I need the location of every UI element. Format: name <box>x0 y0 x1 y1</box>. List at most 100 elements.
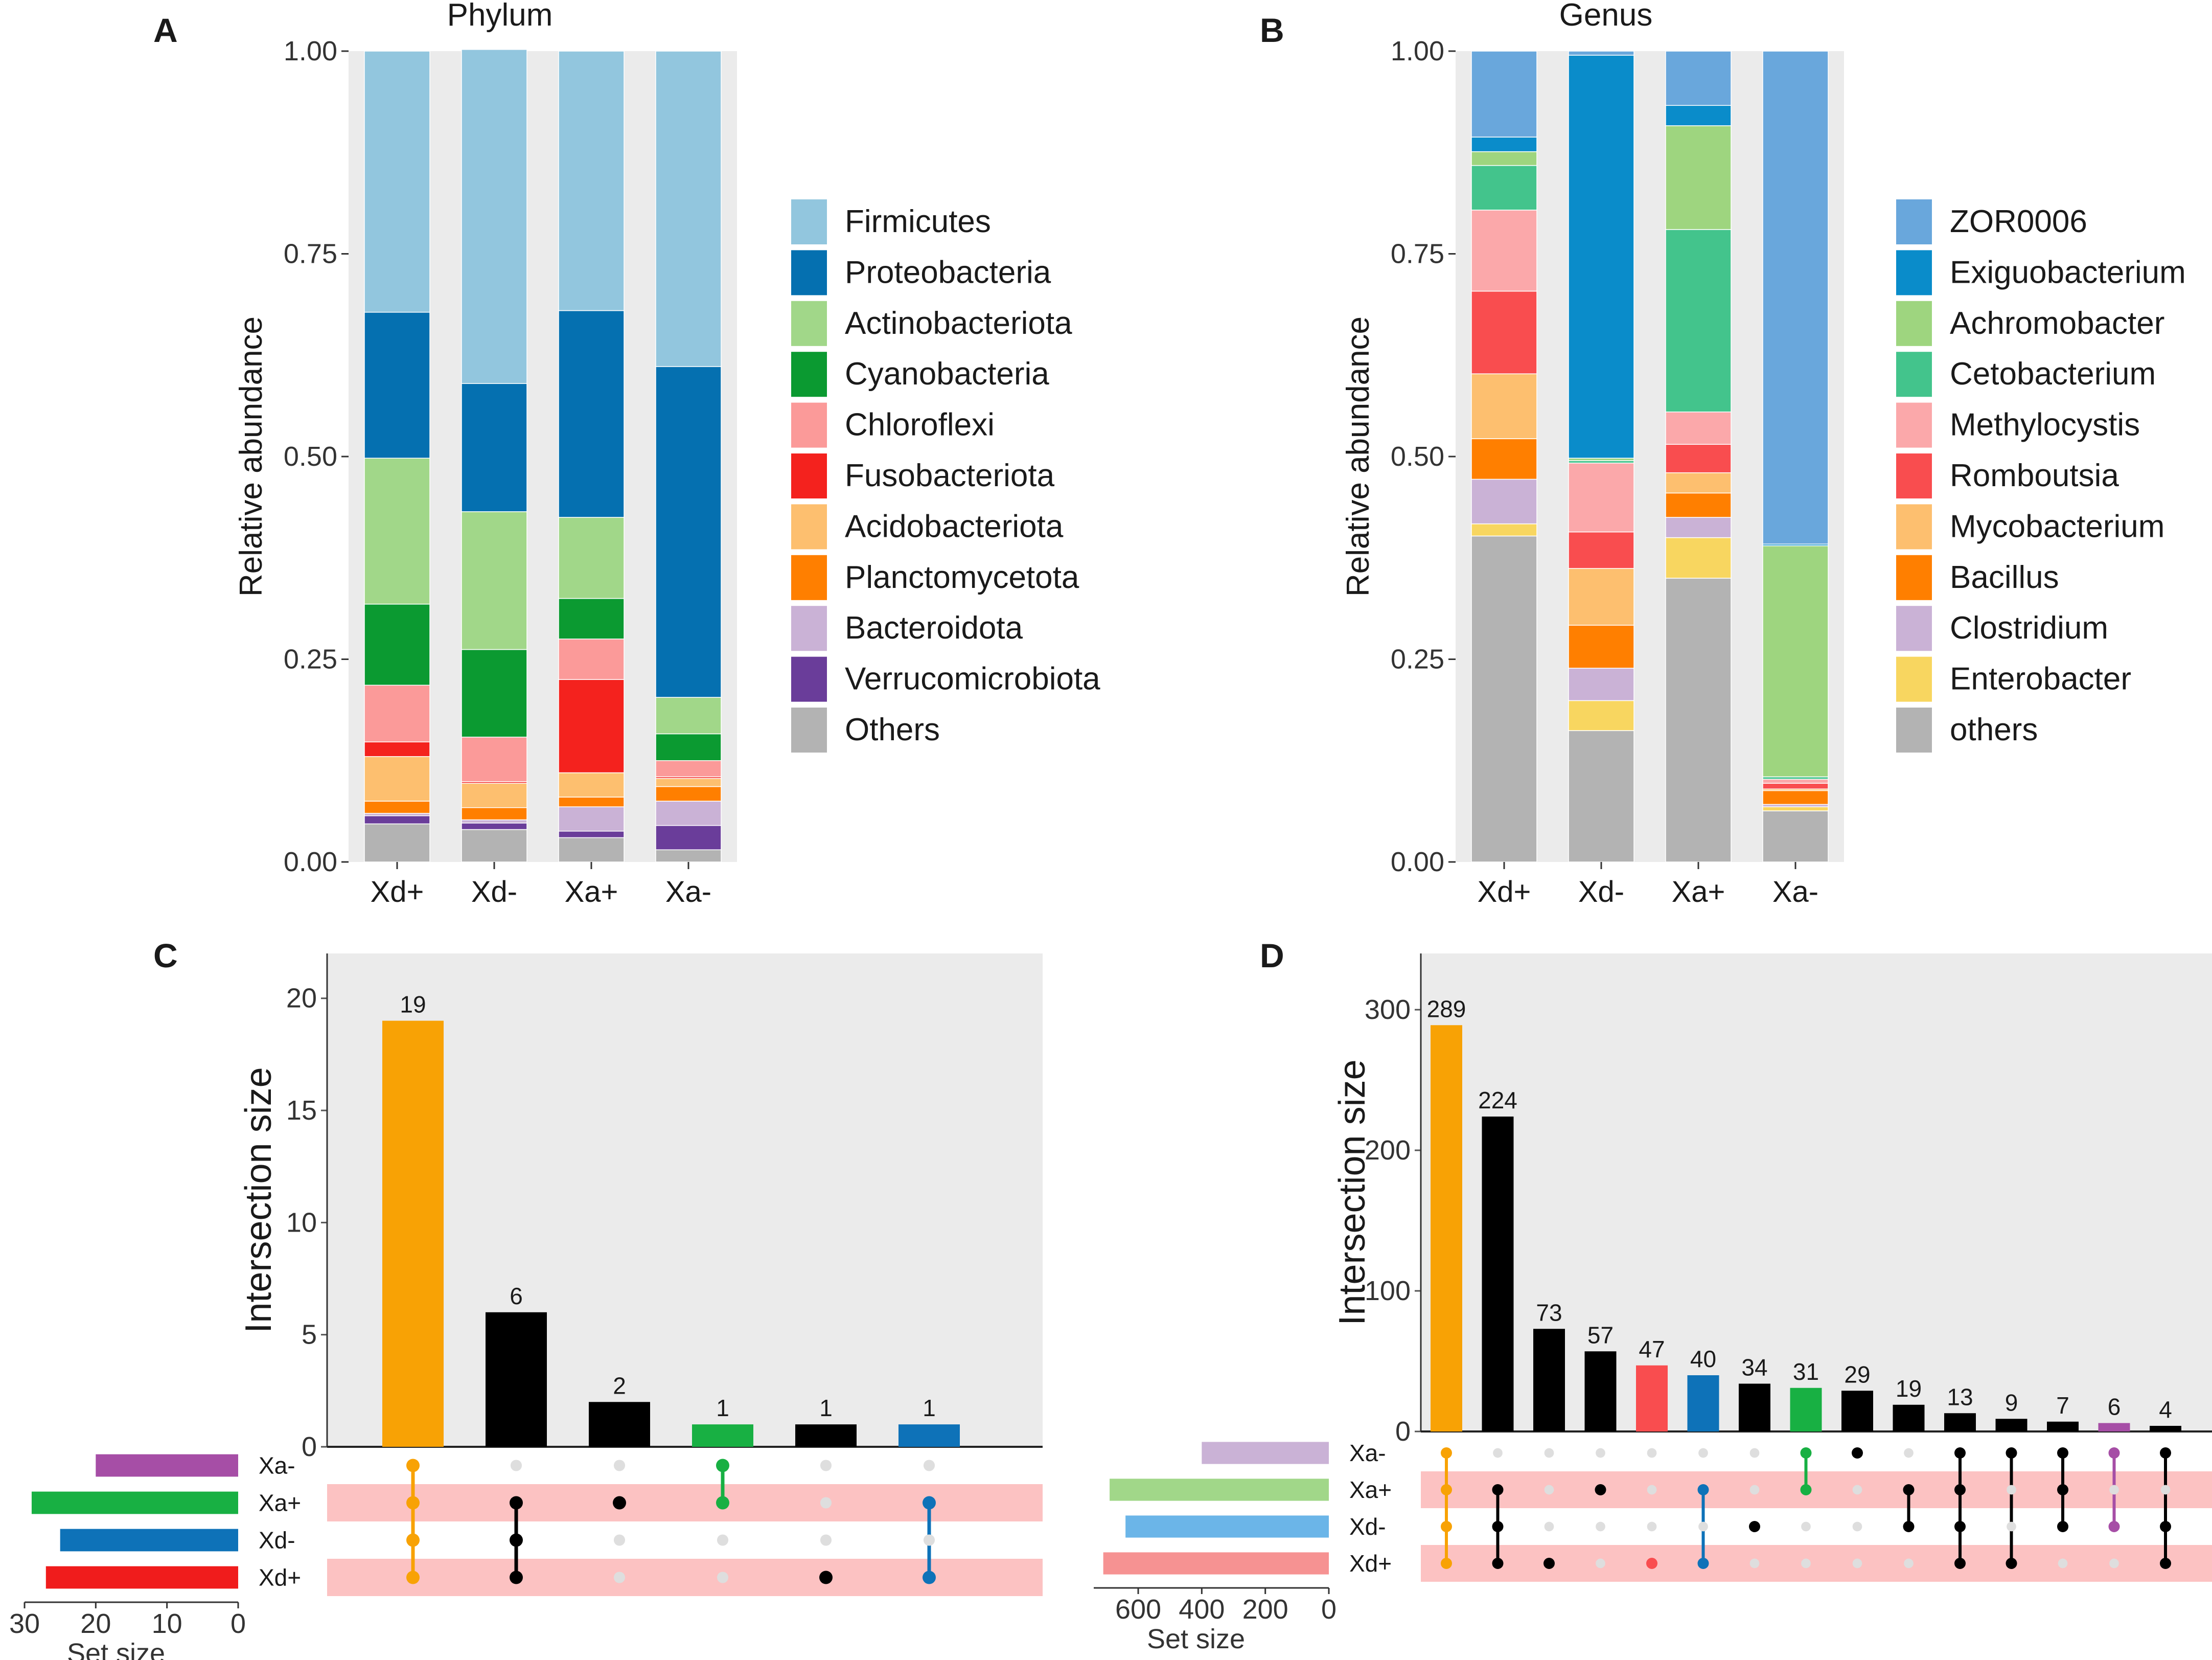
x-tick-label-xaminus: Xa- <box>665 875 711 908</box>
y-tick-label: 0.75 <box>284 239 337 269</box>
bar-segment-xdminus-bacteroidota <box>461 819 527 824</box>
set-size-bar-xdminus <box>60 1529 239 1552</box>
matrix-dot-filled <box>1954 1558 1966 1569</box>
matrix-dot-filled <box>510 1533 523 1547</box>
bar-segment-xaplus-others <box>558 837 625 862</box>
y-axis-title: Relative abundance <box>234 316 269 597</box>
legend-swatch-firmicutes <box>791 199 827 244</box>
intersection-bar-label-5: 47 <box>1639 1336 1665 1362</box>
bar-segment-xaminus-achromobacter <box>1762 545 1829 778</box>
intersection-bar-8 <box>1790 1388 1822 1431</box>
legend-swatch-methylocystis <box>1896 402 1932 448</box>
intersection-bar-label-11: 13 <box>1947 1383 1973 1410</box>
intersection-bar-label-9: 29 <box>1844 1361 1870 1388</box>
set-size-bar-xdplus <box>45 1566 239 1589</box>
bar-segment-xaplus-chloroflexi <box>558 639 625 680</box>
set-size-tick-label: 30 <box>9 1608 40 1639</box>
legend-label-exiguobacterium: Exiguobacterium <box>1950 255 2186 290</box>
bar-segment-xaplus-bacteroidota <box>558 806 625 832</box>
bar-segment-xdminus-cyanobacteria <box>461 649 527 738</box>
matrix-dot-empty <box>1749 1558 1760 1568</box>
bar-segment-xaminus-actinobacteriota <box>655 697 722 735</box>
legend-swatch-clostridium <box>1896 606 1932 651</box>
intersection-bar-label-1: 289 <box>1427 995 1466 1022</box>
matrix-dot-empty <box>1596 1448 1605 1458</box>
intersection-bar-label-13: 7 <box>2056 1392 2069 1419</box>
bar-segment-xaplus-clostridium <box>1665 517 1732 538</box>
set-size-tick-label: 400 <box>1179 1594 1225 1625</box>
intersection-bar-2 <box>486 1312 547 1447</box>
legend-swatch-romboutsia <box>1896 453 1932 498</box>
bar-segment-xdplus-mycobacterium <box>1471 373 1537 439</box>
legend-swatch-achromobacter <box>1896 301 1932 346</box>
x-tick-label-xdplus: Xd+ <box>1478 875 1531 908</box>
matrix-dot-filled <box>2160 1521 2171 1532</box>
matrix-row-stripe <box>1421 1471 2212 1508</box>
bar-segment-xdplus-achromobacter <box>1471 151 1537 166</box>
phylum-stacked-bar-chart: 0.00 0.25 0.50 0.75 1.00 Relative abundance Xd… <box>234 36 1100 908</box>
bar-segment-xdminus-others <box>461 829 527 862</box>
y-axis-title: Relative abundance <box>1341 316 1376 597</box>
bar-segment-xaplus-mycobacterium <box>1665 472 1732 494</box>
intersection-bar-label-2: 6 <box>510 1283 523 1309</box>
matrix-dot-filled <box>1697 1484 1709 1495</box>
legend-swatch-verrucomicrobiota <box>791 656 827 702</box>
bar-segment-xdplus-planctomycetota <box>364 801 430 814</box>
intersection-bar-1 <box>1431 1025 1462 1431</box>
bar-segment-xdplus-firmicutes <box>364 51 430 313</box>
matrix-dot-filled <box>406 1459 420 1472</box>
matrix-dot-empty <box>1749 1485 1760 1495</box>
matrix-dot-filled <box>1441 1484 1452 1495</box>
matrix-dot-filled <box>2160 1558 2171 1569</box>
intersection-bar-label-6: 1 <box>923 1395 936 1421</box>
matrix-dot-filled <box>716 1459 729 1472</box>
bar-segment-xaminus-methylocystis <box>1762 779 1829 784</box>
matrix-dot-empty <box>2007 1485 2016 1495</box>
matrix-dot-filled <box>510 1571 523 1584</box>
legend-label-zor0006: ZOR0006 <box>1950 204 2087 239</box>
bar-segment-xaplus-enterobacter <box>1665 537 1732 579</box>
matrix-dot-empty <box>1852 1521 1862 1532</box>
bar-segment-xaminus-others <box>1762 810 1829 862</box>
matrix-dot-filled <box>819 1571 833 1584</box>
intersection-bar-label-14: 6 <box>2108 1394 2121 1420</box>
intersection-bar-7 <box>1739 1383 1770 1431</box>
matrix-dot-empty <box>1596 1558 1605 1568</box>
intersection-bar-label-4: 57 <box>1587 1322 1614 1348</box>
legend-swatch-bacteroidota <box>791 606 827 651</box>
bar-segment-xdplus-others <box>1471 535 1537 862</box>
bar-segment-xdminus-romboutsia <box>1568 531 1634 569</box>
legend-label-cetobacterium: Cetobacterium <box>1950 356 2156 392</box>
panel-b-title: Genus <box>1559 0 1653 33</box>
set-label-xaminus: Xa- <box>1349 1440 1386 1466</box>
intersection-bar-3 <box>589 1402 650 1447</box>
legend-label-acidobacteriota: Acidobacteriota <box>845 509 1064 544</box>
intersection-bar-label-7: 34 <box>1741 1354 1767 1381</box>
legend-label-others: others <box>1950 712 2038 747</box>
y-tick-label: 15 <box>286 1095 317 1126</box>
bar-segment-xdplus-enterobacter <box>1471 523 1537 537</box>
bar-segment-xdplus-verrucomicrobiota <box>364 815 430 825</box>
panel-letter-d: D <box>1260 937 1284 974</box>
legend-label-chloroflexi: Chloroflexi <box>845 407 995 443</box>
matrix-dot-empty <box>1801 1558 1811 1568</box>
panel-letter-c: C <box>153 937 178 974</box>
legend-swatch-bacillus <box>1896 555 1932 600</box>
bar-segment-xaplus-actinobacteriota <box>558 517 625 599</box>
legend-swatch-proteobacteria <box>791 250 827 295</box>
bar-segment-xdminus-firmicutes <box>461 49 527 384</box>
bar-segment-xdplus-others <box>364 823 430 862</box>
panel-letter-b: B <box>1260 11 1284 49</box>
matrix-dot-empty <box>820 1534 832 1546</box>
legend-swatch-cetobacterium <box>1896 352 1932 397</box>
set-size-tick-label: 10 <box>152 1608 182 1639</box>
set-size-bar-xaplus <box>31 1491 238 1514</box>
bar-segment-xdminus-others <box>1568 730 1634 862</box>
legend-swatch-actinobacteriota <box>791 301 827 346</box>
bar-segment-xdplus-acidobacteriota <box>364 756 430 802</box>
legend-label-methylocystis: Methylocystis <box>1950 407 2140 443</box>
matrix-dot-filled <box>1903 1521 1915 1532</box>
bar-segment-xaplus-cyanobacteria <box>558 598 625 640</box>
intersection-bar-label-2: 224 <box>1478 1087 1517 1113</box>
